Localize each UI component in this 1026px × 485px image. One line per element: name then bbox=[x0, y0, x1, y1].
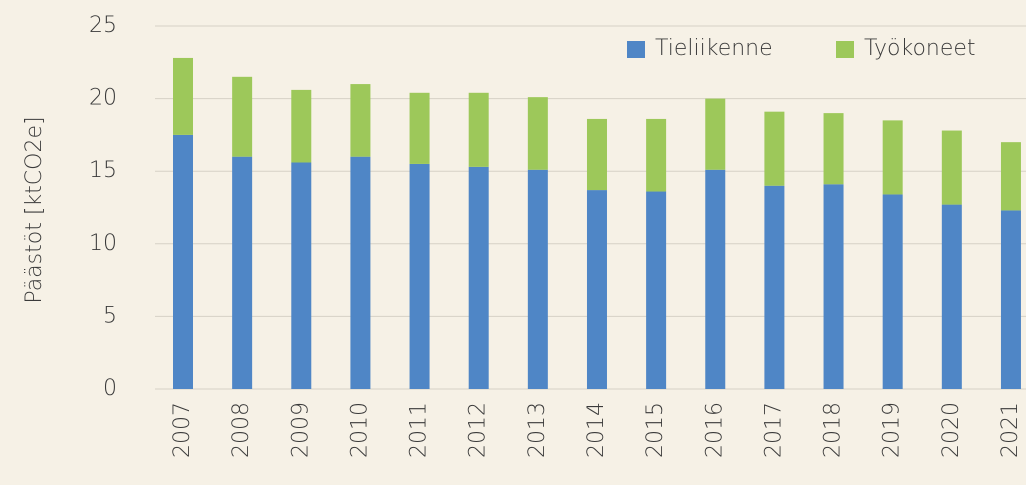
bar-segment bbox=[823, 113, 844, 185]
x-tick-label: 2020 bbox=[939, 402, 964, 458]
bar-segment bbox=[941, 130, 962, 205]
x-tick-label: 2013 bbox=[525, 402, 550, 458]
legend-swatch bbox=[836, 41, 854, 58]
y-axis-label: Päästöt [ktCO2e] bbox=[22, 116, 47, 303]
x-tick-label: 2014 bbox=[584, 402, 609, 458]
y-tick-label: 15 bbox=[89, 158, 117, 183]
y-tick-label: 5 bbox=[103, 303, 117, 328]
bar-segment bbox=[409, 92, 430, 164]
legend-label: Tieliikenne bbox=[655, 36, 773, 61]
x-tick-label: 2016 bbox=[702, 402, 727, 458]
bar-segment bbox=[173, 57, 193, 135]
bar-segment bbox=[173, 134, 193, 389]
x-tick-label: 2019 bbox=[880, 402, 905, 458]
bar-segment bbox=[291, 89, 312, 163]
bar-segment bbox=[1000, 210, 1021, 389]
x-tick-label: 2007 bbox=[170, 402, 195, 458]
bar-segment bbox=[764, 185, 785, 389]
bar-segment bbox=[232, 76, 253, 157]
bar-segment bbox=[527, 169, 548, 389]
x-tick-label: 2012 bbox=[466, 402, 491, 458]
x-tick-label: 2009 bbox=[288, 402, 313, 458]
x-tick-label: 2015 bbox=[643, 402, 668, 458]
bar-segment bbox=[705, 169, 726, 389]
bar-segment bbox=[586, 118, 607, 191]
bar-segment bbox=[646, 118, 667, 192]
y-tick-label: 10 bbox=[89, 231, 117, 256]
x-tick-label: 2008 bbox=[229, 402, 254, 458]
y-tick-label: 20 bbox=[89, 86, 117, 111]
bar-segment bbox=[882, 120, 903, 195]
bar-segment bbox=[232, 156, 253, 389]
y-tick-label: 0 bbox=[103, 376, 117, 401]
bar-segment bbox=[350, 84, 371, 157]
bar-segment bbox=[1000, 142, 1021, 211]
bar-segment bbox=[586, 190, 607, 389]
bar-segment bbox=[409, 163, 430, 389]
x-tick-label: 2011 bbox=[407, 402, 432, 458]
x-tick-label: 2017 bbox=[761, 402, 786, 458]
bar-segment bbox=[291, 162, 312, 389]
x-tick-label: 2010 bbox=[347, 402, 372, 458]
bar-segment bbox=[646, 191, 667, 389]
bar-segment bbox=[705, 98, 726, 170]
x-tick-label: 2018 bbox=[821, 402, 846, 458]
bar-segment bbox=[764, 111, 785, 186]
bar-segment bbox=[468, 166, 489, 389]
legend-swatch bbox=[627, 41, 645, 58]
bar-segment bbox=[350, 156, 371, 389]
y-tick-label: 25 bbox=[89, 13, 117, 38]
bar-segment bbox=[468, 92, 489, 167]
bar-segment bbox=[941, 204, 962, 389]
bar-segment bbox=[882, 194, 903, 389]
bar-segment bbox=[527, 97, 548, 170]
bar-segment bbox=[823, 184, 844, 389]
x-tick-label: 2021 bbox=[998, 402, 1023, 458]
legend-label: Työkoneet bbox=[864, 36, 976, 61]
